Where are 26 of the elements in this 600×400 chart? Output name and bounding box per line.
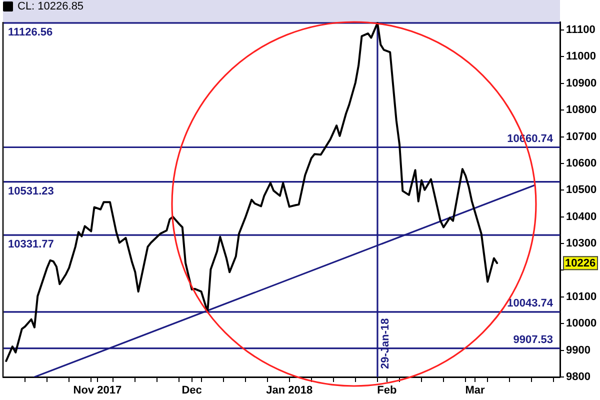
y-tick-label: 11100 <box>566 24 596 36</box>
x-tick-label: Dec <box>182 384 202 397</box>
y-tick-label: 10300 <box>566 238 597 250</box>
ref-line-label: 29-Jan-18 <box>380 318 392 369</box>
y-tick-label: 10600 <box>566 157 597 170</box>
y-tick-label: 10800 <box>566 104 597 116</box>
x-tick-label: Mar <box>465 384 486 397</box>
y-tick-label: 10100 <box>566 290 597 303</box>
y-tick-label: 10700 <box>566 130 597 143</box>
y-tick-label: 10500 <box>566 184 597 196</box>
ref-line-label: 10043.74 <box>507 297 554 310</box>
x-tick-label: Feb <box>377 384 397 397</box>
y-tick-label: 9800 <box>566 371 590 384</box>
text: 10226 <box>565 258 596 270</box>
ref-line-label: 9907.53 <box>513 334 553 346</box>
legend-label: CL: 10226.85 <box>18 0 84 13</box>
x-tick-label: Nov 2017 <box>73 384 122 397</box>
ref-line-label: 11126.56 <box>8 26 53 38</box>
ref-line-label: 10331.77 <box>8 238 54 251</box>
y-tick-label: 10400 <box>566 210 597 223</box>
y-tick-label: 9900 <box>566 344 590 356</box>
ref-line-label: 10531.23 <box>8 185 54 198</box>
y-tick-label: 11000 <box>566 50 596 63</box>
y-tick-label: 10000 <box>566 318 597 330</box>
x-tick-label: Jan 2018 <box>266 384 313 397</box>
y-tick-label: 10900 <box>566 77 597 90</box>
